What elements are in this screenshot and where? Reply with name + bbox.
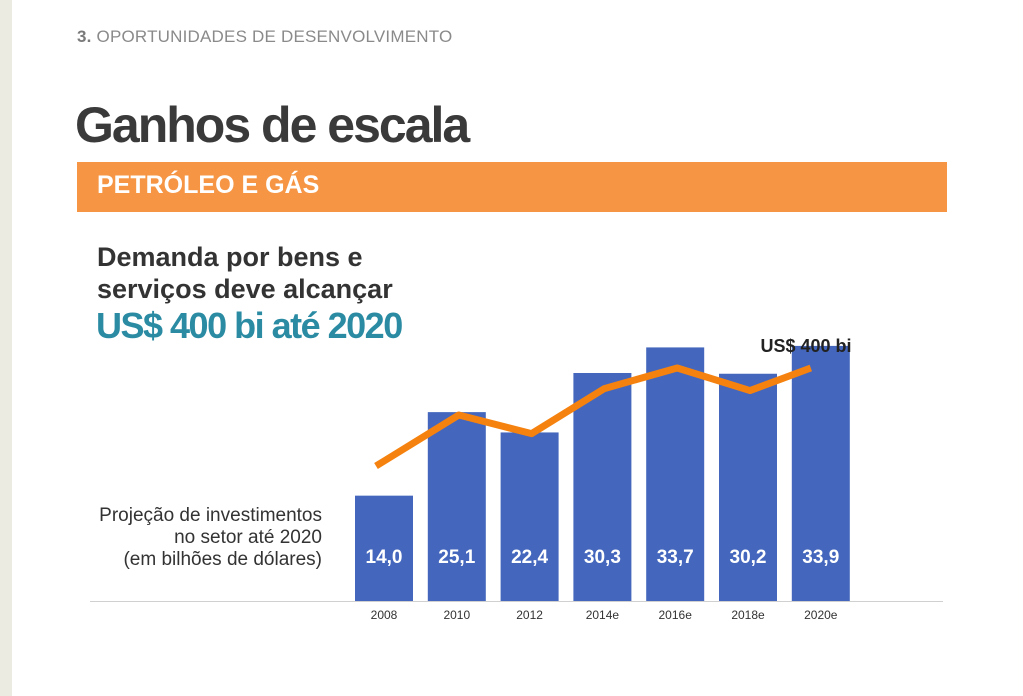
chart-description: Projeção de investimentos no setor até 2… <box>40 505 322 571</box>
trend-line-end-label: US$ 400 bi <box>760 336 851 356</box>
x-tick-label-2014e: 2014e <box>586 608 620 622</box>
headline-line-2: serviços deve alcançar <box>97 274 393 304</box>
section-heading: 3. OPORTUNIDADES DE DESENVOLVIMENTO <box>77 27 452 47</box>
headline-highlight: US$ 400 bi até 2020 <box>96 305 403 346</box>
left-accent-strip <box>0 0 12 696</box>
bar-value-label-2010: 25,1 <box>438 547 475 568</box>
x-tick-label-2016e: 2016e <box>659 608 693 622</box>
bar-2014e <box>573 372 632 601</box>
page-title: Ganhos de escala <box>75 97 470 153</box>
headline-line-1: Demanda por bens e <box>97 242 363 272</box>
banner-label: PETRÓLEO E GÁS <box>97 171 320 199</box>
bar-value-label-2016e: 33,7 <box>657 547 694 568</box>
x-tick-label-2008: 2008 <box>371 608 398 622</box>
bar-2018e <box>719 373 777 601</box>
bar-value-label-2008: 14,0 <box>366 547 403 568</box>
bar-2008 <box>355 495 413 601</box>
headline: Demanda por bens e serviços deve alcança… <box>97 241 393 305</box>
bar-value-label-2014e: 30,3 <box>584 547 621 568</box>
chart-description-line-2: no setor até 2020 <box>174 527 322 548</box>
section-number: 3. <box>77 27 92 46</box>
bar-value-label-2020e: 33,9 <box>802 547 839 568</box>
category-banner: PETRÓLEO E GÁS <box>77 162 947 212</box>
x-tick-label-2012: 2012 <box>516 608 543 622</box>
x-tick-label-2018e: 2018e <box>731 608 765 622</box>
trend-line <box>374 364 813 469</box>
bar-2010 <box>427 412 486 601</box>
bar-2016e <box>646 347 705 601</box>
bar-2012 <box>500 432 559 601</box>
bar-value-label-2018e: 30,2 <box>730 547 767 568</box>
section-title: OPORTUNIDADES DE DESENVOLVIMENTO <box>96 27 453 46</box>
x-tick-label-2020e: 2020e <box>804 608 838 622</box>
x-tick-label-2010: 2010 <box>443 608 470 622</box>
chart-description-line-1: Projeção de investimentos <box>99 505 322 526</box>
bar-value-label-2012: 22,4 <box>511 547 548 568</box>
bar-2020e <box>791 345 850 601</box>
chart-description-line-3: (em bilhões de dólares) <box>123 549 322 570</box>
